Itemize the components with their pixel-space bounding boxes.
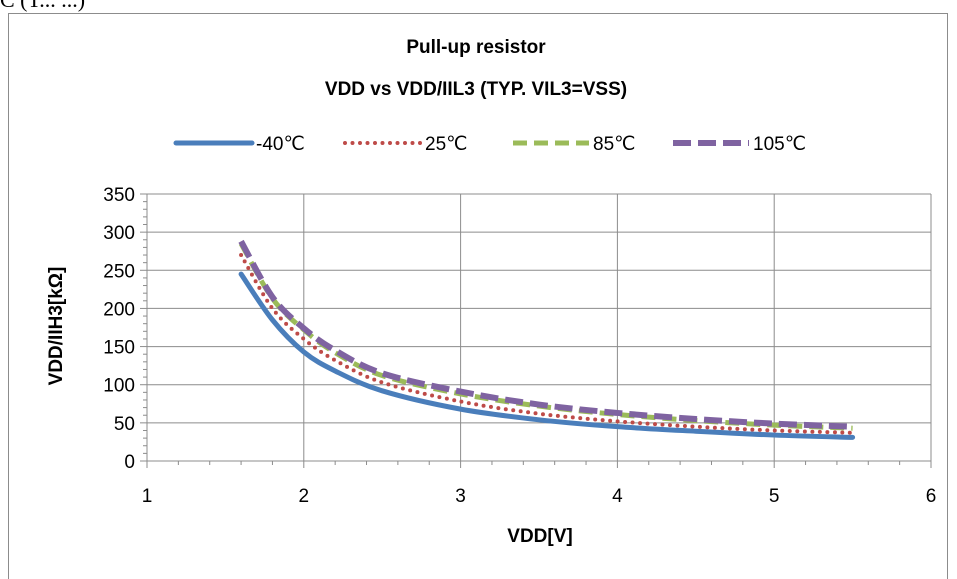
x-tick-label: 3: [455, 486, 466, 507]
legend-label-2: 85℃: [593, 134, 635, 155]
series-line-0: [238, 271, 856, 440]
chart-title-line2: VDD vs VDD/IIL3 (TYP. VIL3=VSS): [325, 79, 627, 100]
x-tick-label: 4: [612, 486, 623, 507]
y-tick-label: 300: [103, 223, 135, 244]
y-tick-label: 350: [103, 185, 135, 206]
y-tick-label: 0: [124, 452, 135, 473]
x-tick-label: 2: [299, 486, 310, 507]
page-caption: C (T... ...): [0, 0, 957, 13]
legend-label-1: 25℃: [425, 134, 467, 155]
legend: -40℃ 25℃ 85℃ 105℃: [173, 134, 806, 155]
x-tick-label: 6: [926, 486, 937, 507]
x-tick-label: 1: [142, 486, 153, 507]
x-axis-label: VDD[V]: [507, 526, 572, 547]
chart-title-line1: Pull-up resistor: [406, 37, 546, 58]
y-tick-label: 200: [103, 299, 135, 320]
plot-area: 1 2 3 4 5 6 0 50 100 150 200 250 300 350: [103, 185, 936, 507]
y-tick-label: 100: [103, 376, 135, 397]
y-tick-label: 50: [114, 414, 135, 435]
y-tick-label: 150: [103, 338, 135, 359]
series-line-2: [238, 242, 853, 431]
y-tick-label: 250: [103, 261, 135, 282]
y-axis-label: VDD/IIH3[kΩ]: [46, 267, 67, 386]
legend-label-0: -40℃: [256, 134, 305, 155]
series-line-3: [238, 239, 853, 430]
legend-label-3: 105℃: [753, 134, 806, 155]
chart-frame: [8, 13, 948, 579]
x-tick-label: 5: [769, 486, 780, 507]
series-line-1: [239, 253, 855, 435]
